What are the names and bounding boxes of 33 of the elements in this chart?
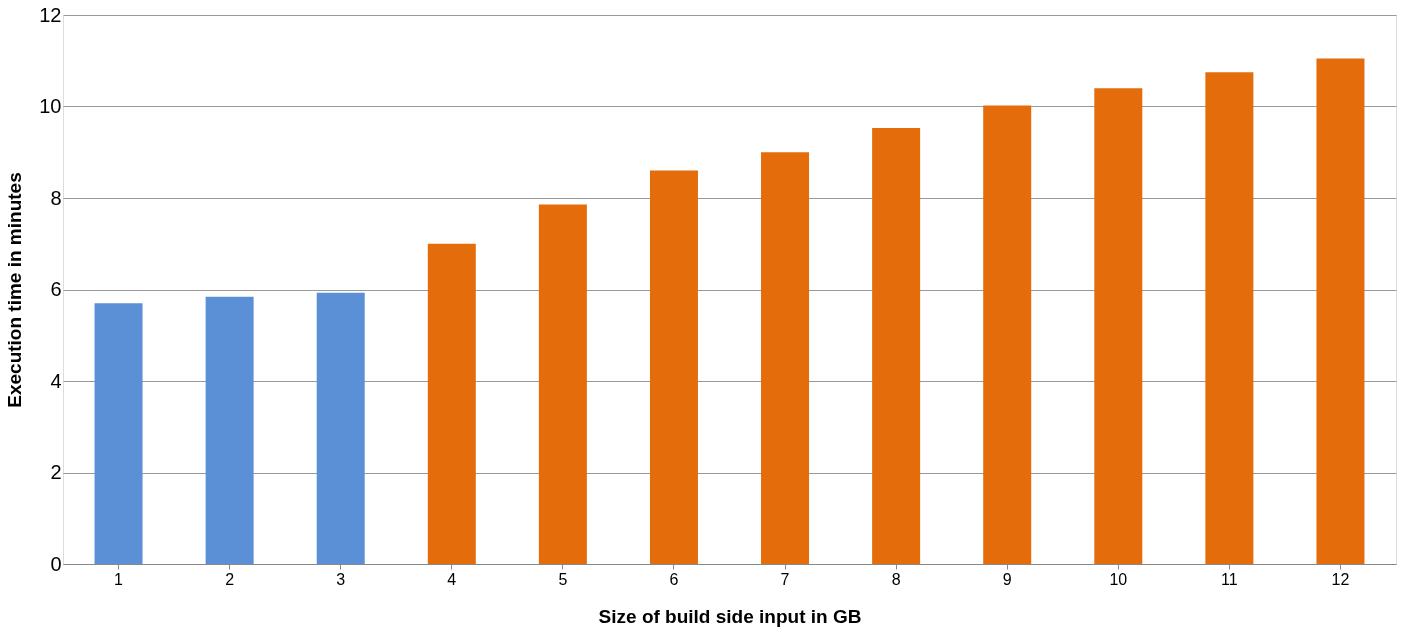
y-tick-label: 12 [39, 3, 62, 26]
bar [94, 303, 143, 564]
x-tick-label: 3 [336, 570, 346, 588]
y-tick-label: 2 [50, 461, 62, 483]
x-axis-title: Size of build side input in GB [598, 605, 862, 627]
x-tick-label: 8 [891, 570, 901, 588]
x-tick-label: 12 [1331, 570, 1350, 588]
bar [538, 204, 587, 564]
bar [649, 170, 698, 564]
bar [316, 292, 365, 564]
bar [1094, 88, 1143, 564]
x-tick-label: 11 [1221, 570, 1238, 588]
x-tick-label: 4 [447, 570, 457, 588]
x-tick-label: 2 [225, 570, 235, 588]
y-tick-label: 4 [50, 369, 62, 392]
y-tick-label: 8 [50, 186, 62, 209]
x-tick-label: 7 [780, 570, 790, 588]
y-axis-title: Execution time in minutes [4, 172, 26, 408]
x-tick-label: 1 [114, 570, 124, 588]
bar [1316, 58, 1365, 564]
bar [1205, 72, 1254, 564]
y-tick-label: 6 [50, 278, 62, 300]
bar [983, 105, 1032, 564]
x-tick-label: 6 [669, 570, 679, 588]
bar [205, 296, 254, 564]
bar [761, 152, 810, 564]
y-tick-label: 10 [39, 95, 62, 117]
x-tick-label: 5 [558, 570, 568, 588]
bar [427, 243, 476, 564]
x-tick-label: 10 [1109, 570, 1128, 588]
y-tick-label: 0 [50, 552, 62, 575]
bar [872, 128, 921, 564]
x-tick-label: 9 [1002, 570, 1012, 588]
